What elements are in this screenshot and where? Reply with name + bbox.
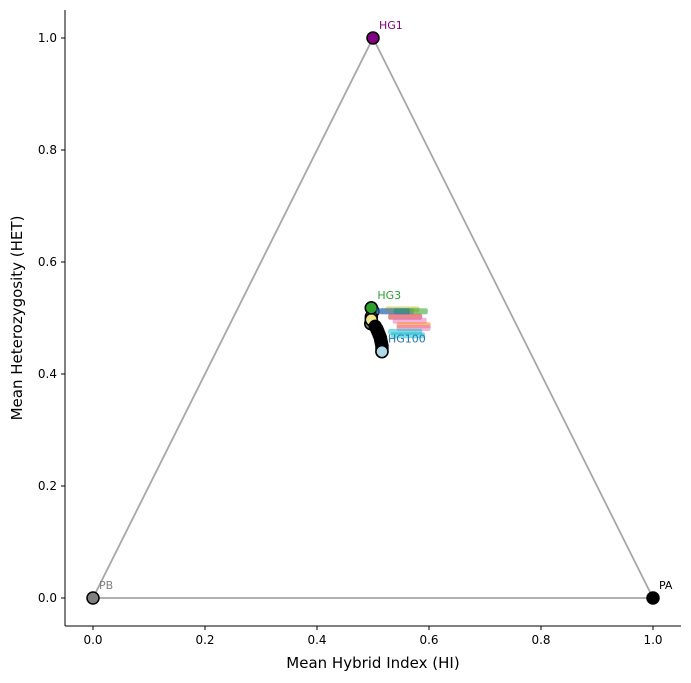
- y-tick-label: 0.8: [38, 143, 57, 157]
- point-hg3: [364, 301, 379, 315]
- y-tick-label: 0.4: [38, 367, 57, 381]
- y-tick-label: 0.2: [38, 479, 57, 493]
- point-hg3-label: HG3: [377, 289, 401, 302]
- y-tick-label: 0.0: [38, 591, 57, 605]
- x-tick-label: 0.8: [531, 633, 550, 647]
- axes-layer: [64, 10, 681, 627]
- triangle-edge: [372, 37, 654, 599]
- y-tick-label: 0.6: [38, 255, 57, 269]
- cluster-label-mark: [391, 332, 425, 339]
- point-pa-label: PA: [659, 579, 673, 592]
- triangle-edge: [92, 37, 374, 599]
- point-hg1-label: HG1: [379, 19, 403, 32]
- point-pb-label: PB: [99, 579, 113, 592]
- x-tick-label: 0.2: [195, 633, 214, 647]
- point-hg100: [375, 344, 389, 359]
- point-hg1: [366, 31, 380, 45]
- triangle-layer: [92, 37, 654, 599]
- point-pb: [86, 591, 100, 605]
- cluster-label-mark: [375, 308, 410, 315]
- point-pa: [646, 591, 660, 605]
- ticks-layer: 0.0 0.2 0.4 0.6 0.8 1.0 0.0 0.2 0.4 0.6 0.8 1.0: [38, 31, 663, 647]
- x-tick-label: 0.0: [83, 633, 102, 647]
- y-tick-label: 1.0: [38, 31, 57, 45]
- point-hg100-label: HG100: [388, 333, 426, 346]
- x-axis-title: Mean Hybrid Index (HI): [286, 654, 459, 672]
- points-layer: [86, 31, 660, 605]
- x-tick-label: 1.0: [643, 633, 662, 647]
- x-tick-label: 0.4: [307, 633, 326, 647]
- y-axis-title: Mean Heterozygosity (HET): [8, 216, 26, 421]
- x-tick-label: 0.6: [419, 633, 438, 647]
- point-labels-layer: PB PA HG1 HG3 HG100: [99, 19, 673, 592]
